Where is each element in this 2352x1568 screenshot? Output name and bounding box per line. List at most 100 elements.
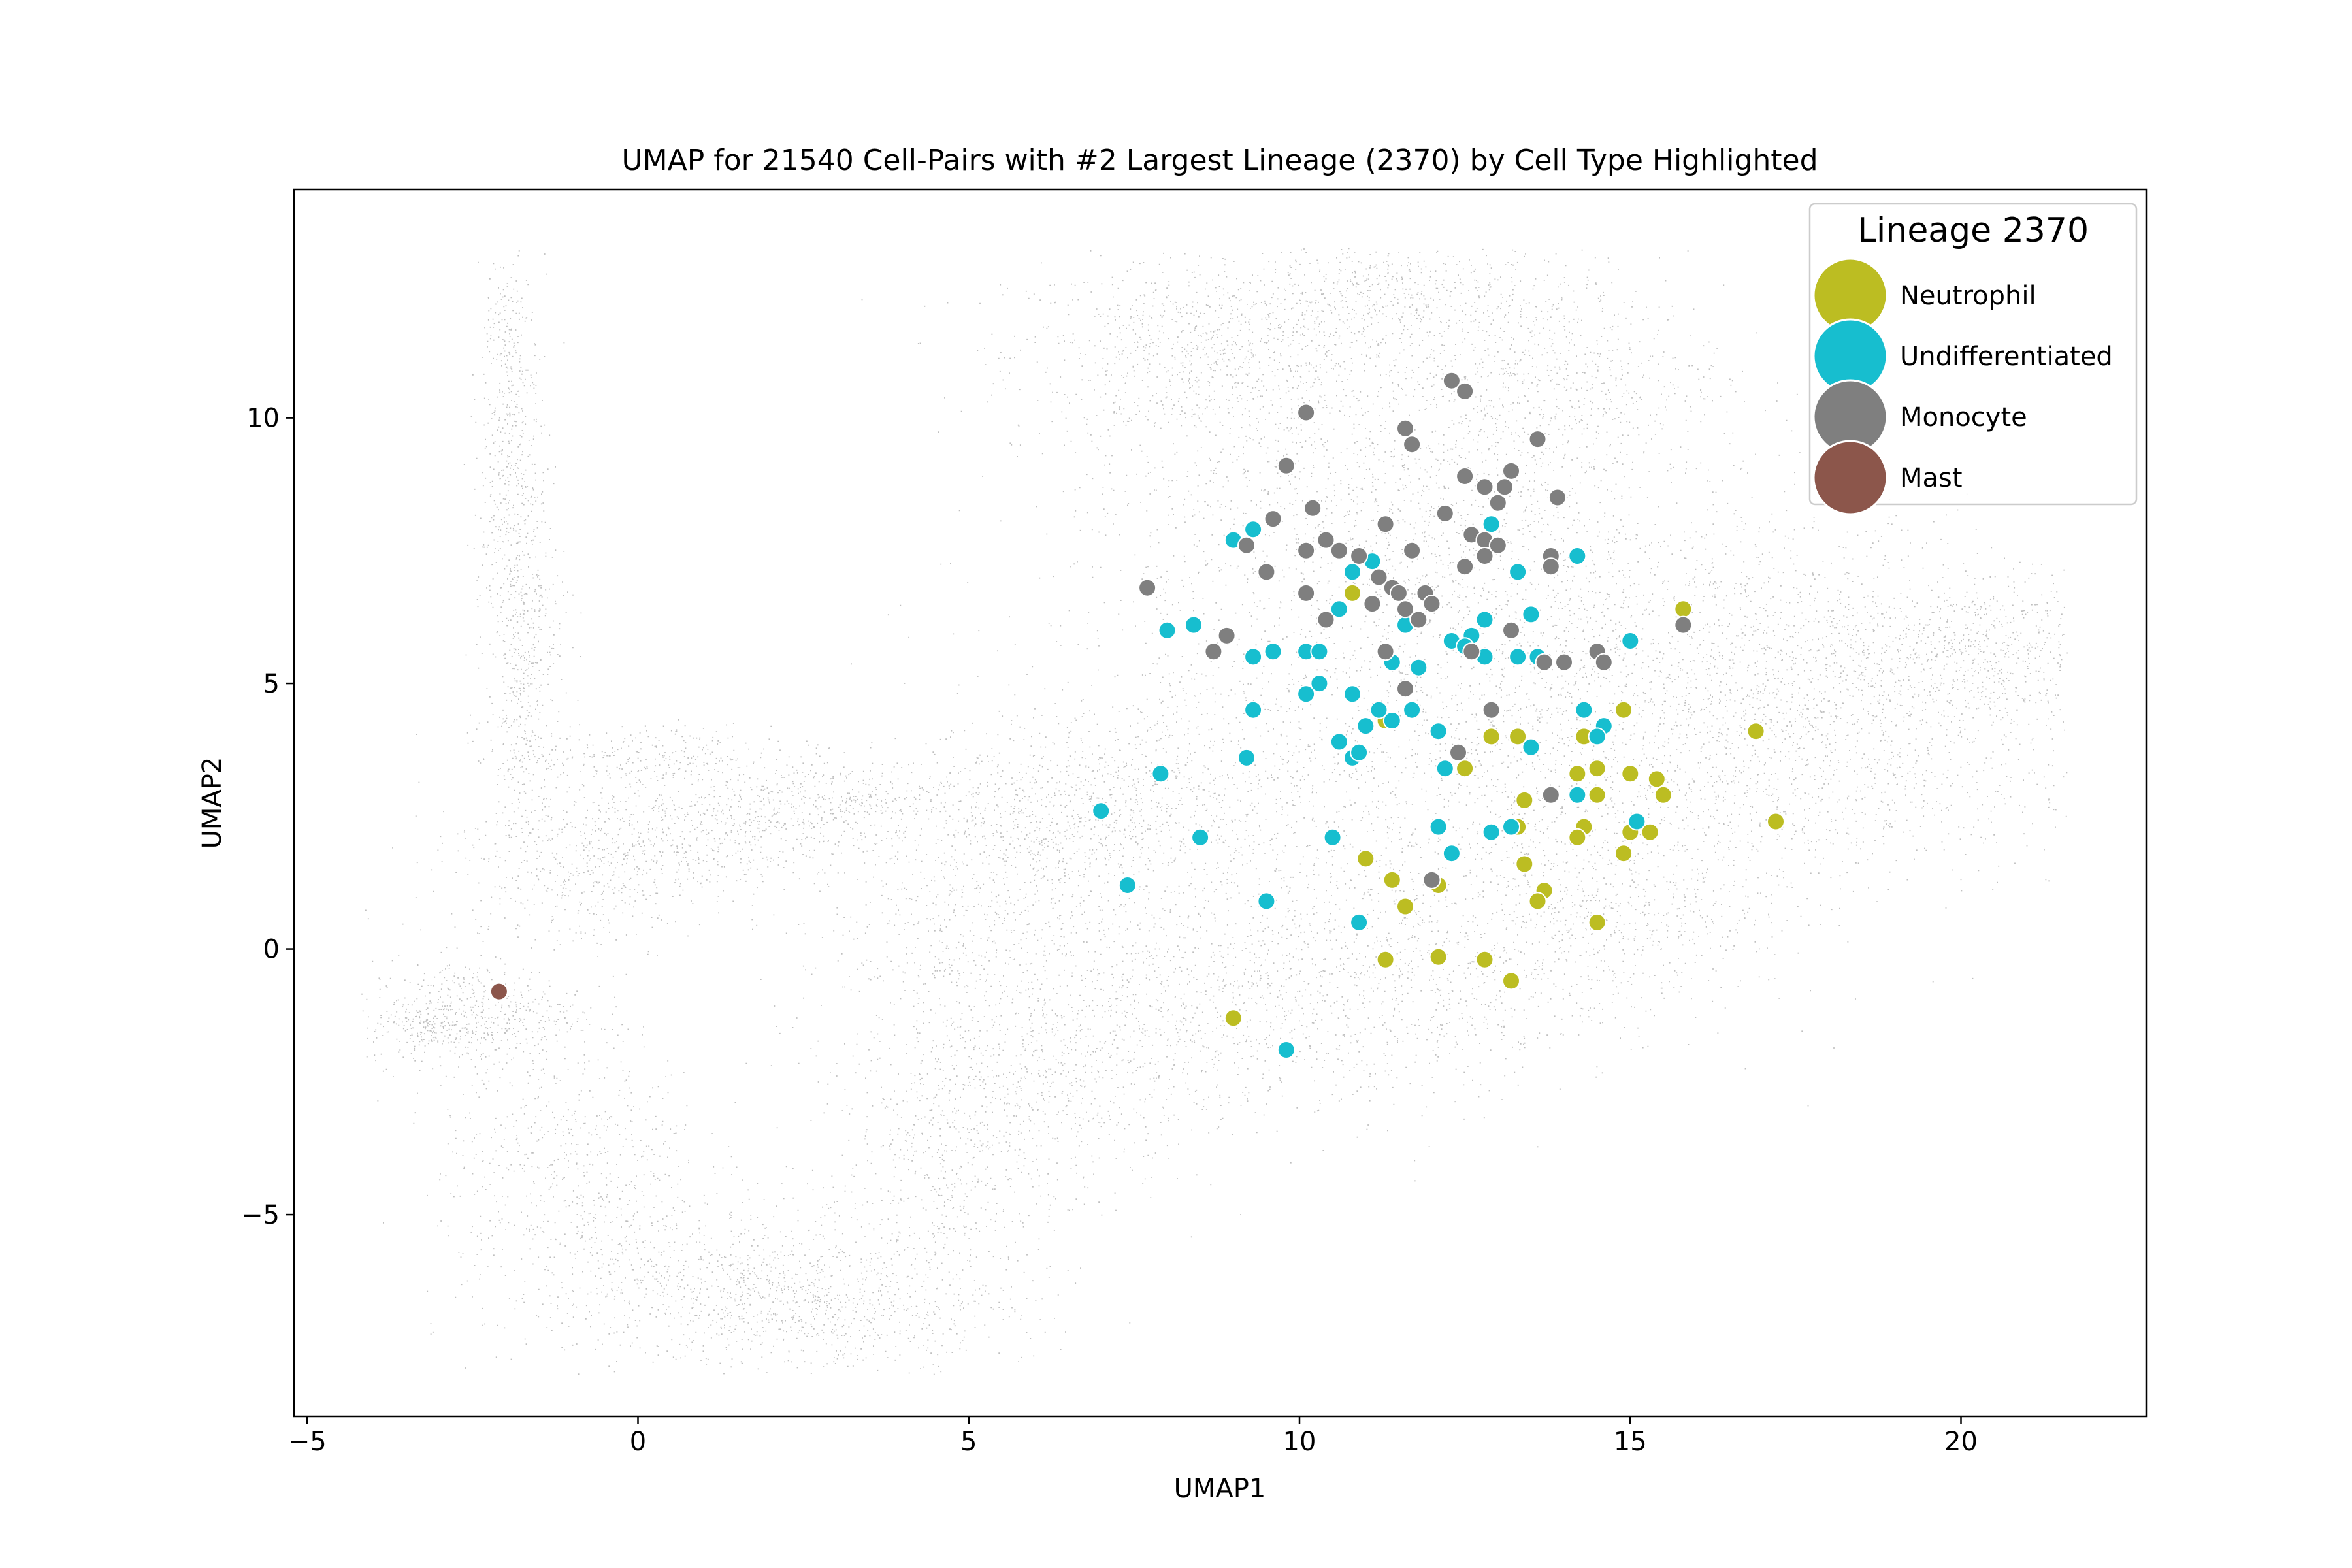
data-point	[1369, 700, 1388, 719]
data-point	[1475, 547, 1494, 565]
data-point	[1409, 658, 1428, 677]
data-point	[1330, 732, 1348, 751]
y-tick-label: −5	[241, 1200, 280, 1230]
data-point	[1429, 947, 1448, 966]
x-tick-label: −5	[288, 1427, 327, 1457]
y-axis-ticks: −5 0 5 10	[241, 404, 294, 1230]
data-point	[1515, 855, 1534, 874]
data-point	[1382, 870, 1401, 889]
data-point	[1158, 621, 1177, 640]
data-point	[1541, 785, 1560, 804]
data-point	[1509, 647, 1527, 666]
data-point	[1568, 764, 1587, 783]
data-point	[1330, 600, 1348, 619]
data-point	[1350, 547, 1369, 565]
data-point	[1396, 897, 1414, 916]
series-mast	[489, 982, 508, 1001]
data-point	[1429, 817, 1448, 836]
data-point	[1674, 615, 1693, 634]
data-point	[1627, 812, 1646, 831]
data-point	[1614, 700, 1633, 719]
data-point	[1674, 600, 1693, 619]
data-point	[1356, 717, 1375, 736]
x-axis-ticks: −5 0 5 10 15 20	[288, 1416, 1978, 1457]
data-point	[1118, 876, 1137, 894]
series-undifferentiated	[1092, 515, 1646, 1059]
legend-label: Undifferentiated	[1900, 342, 2113, 372]
data-point	[1588, 785, 1607, 804]
data-point	[1191, 828, 1210, 847]
data-point	[1568, 785, 1587, 804]
data-point	[1403, 700, 1422, 719]
data-point	[1204, 642, 1223, 661]
data-point	[1641, 823, 1659, 841]
data-point	[1257, 563, 1276, 581]
data-point	[1442, 844, 1461, 863]
x-tick-label: 15	[1614, 1427, 1647, 1457]
data-point	[1462, 642, 1481, 661]
data-point	[1588, 727, 1607, 746]
data-point	[1442, 371, 1461, 390]
data-point	[1594, 653, 1613, 672]
data-point	[1297, 403, 1316, 422]
data-point	[1224, 1009, 1243, 1028]
data-point	[1237, 536, 1256, 555]
data-point	[1363, 595, 1382, 613]
data-point	[1244, 700, 1263, 719]
data-point	[1555, 653, 1573, 672]
legend: Lineage 2370 Neutrophil Undifferentiated M…	[1808, 203, 2138, 515]
data-point	[1488, 493, 1507, 512]
data-point	[1151, 764, 1170, 783]
data-point	[1396, 600, 1414, 619]
data-point	[1277, 1041, 1296, 1059]
data-point	[1376, 950, 1395, 969]
data-point	[1343, 563, 1362, 581]
data-point	[1244, 520, 1263, 539]
y-tick-label: 10	[246, 404, 280, 434]
data-point	[1435, 504, 1454, 523]
data-point	[1548, 488, 1567, 507]
data-point	[1456, 467, 1475, 485]
data-point	[1343, 685, 1362, 704]
data-point	[1422, 595, 1441, 613]
data-point	[1409, 610, 1428, 629]
data-point	[1422, 870, 1441, 889]
legend-label: Neutrophil	[1900, 281, 2036, 311]
data-point	[1277, 456, 1296, 475]
data-point	[1456, 382, 1475, 400]
data-point	[1482, 727, 1501, 746]
data-point	[1475, 610, 1494, 629]
data-point	[1310, 642, 1329, 661]
data-point	[1138, 578, 1157, 597]
data-point	[1456, 759, 1475, 778]
data-point	[1502, 621, 1520, 640]
data-point	[1488, 536, 1507, 555]
data-point	[1647, 770, 1666, 789]
data-point	[1509, 563, 1527, 581]
y-tick-label: 0	[263, 935, 280, 965]
data-point	[1350, 743, 1369, 762]
data-point	[1541, 557, 1560, 576]
y-tick-label: 5	[263, 669, 280, 699]
data-point	[1449, 743, 1467, 762]
data-point	[1522, 605, 1541, 624]
data-point	[1237, 748, 1256, 767]
legend-title: Lineage 2370	[1857, 211, 2089, 250]
data-point	[1297, 583, 1316, 602]
data-point	[1350, 913, 1369, 932]
highlighted-series	[489, 371, 1785, 1059]
data-point	[1746, 722, 1765, 741]
data-point	[1310, 674, 1329, 693]
data-point	[1502, 972, 1520, 990]
data-point	[1297, 685, 1316, 704]
data-point	[1568, 828, 1587, 847]
legend-label: Monocyte	[1900, 402, 2027, 433]
x-axis-label: UMAP1	[1174, 1474, 1266, 1504]
data-point	[1429, 722, 1448, 741]
data-point	[1389, 583, 1408, 602]
x-tick-label: 10	[1283, 1427, 1316, 1457]
data-point	[1482, 823, 1501, 841]
series-monocyte	[1138, 371, 1693, 889]
data-point	[1303, 498, 1322, 517]
